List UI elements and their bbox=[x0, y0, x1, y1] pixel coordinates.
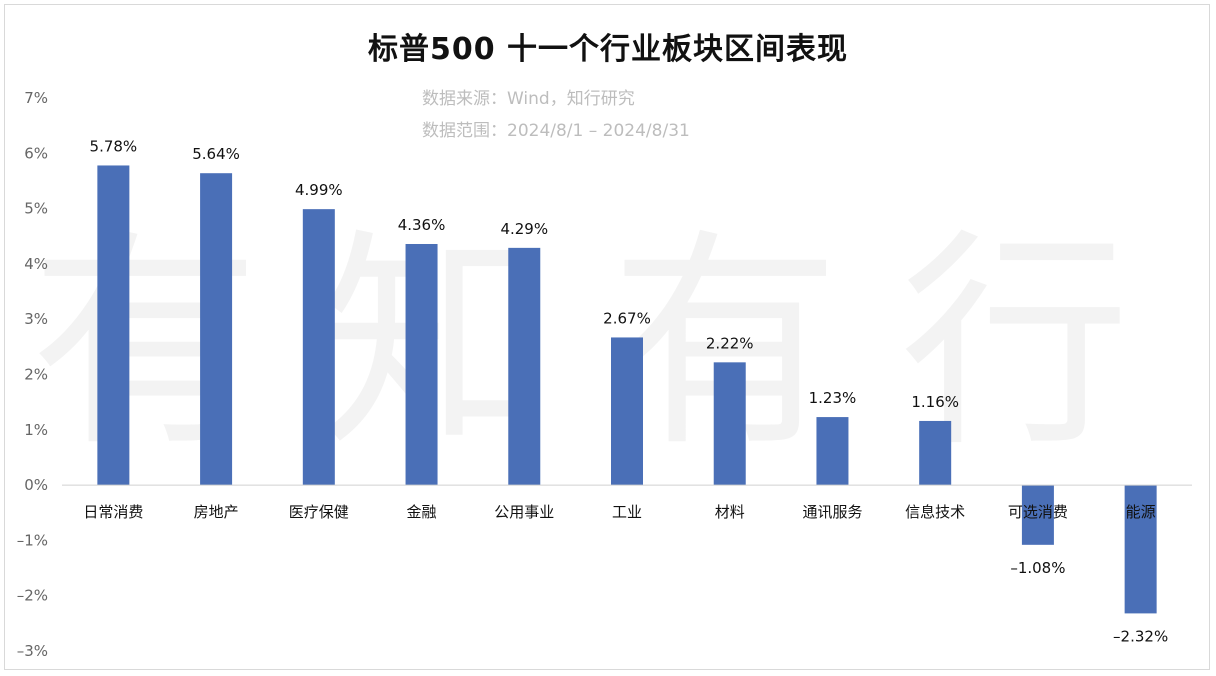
bar-2 bbox=[200, 173, 233, 486]
bar-11 bbox=[1124, 485, 1157, 614]
category-label: 可选消费 bbox=[1008, 503, 1068, 521]
y-tick-label: 4% bbox=[24, 255, 48, 273]
category-labels: 日常消费 房地产 医疗保健 金融 公用事业 工业 材料 通讯服务 信息技术 可选消费 能源 bbox=[83, 503, 1155, 521]
chart-title: 标普500 十一个行业板块区间表现 bbox=[367, 32, 849, 67]
data-label: 4.36% bbox=[398, 216, 446, 234]
data-label: 2.22% bbox=[706, 334, 754, 352]
y-tick-label: –3% bbox=[17, 642, 48, 660]
data-label: 4.99% bbox=[295, 181, 343, 199]
data-label: 5.78% bbox=[90, 137, 138, 155]
y-tick-label: 5% bbox=[24, 200, 48, 218]
bar-7 bbox=[713, 362, 746, 486]
y-tick-label: 2% bbox=[24, 366, 48, 384]
bars bbox=[97, 165, 1157, 614]
data-label: –2.32% bbox=[1113, 627, 1168, 645]
data-label: 4.29% bbox=[500, 220, 548, 238]
range-note: 数据范围：2024/8/1 – 2024/8/31 bbox=[422, 121, 690, 141]
category-label: 医疗保健 bbox=[289, 503, 349, 521]
data-label: 1.23% bbox=[809, 389, 857, 407]
bar-10 bbox=[1021, 485, 1054, 545]
bar-3 bbox=[302, 209, 335, 486]
data-label: –1.08% bbox=[1010, 559, 1065, 577]
y-tick-label: 1% bbox=[24, 421, 48, 439]
y-tick-label: 7% bbox=[24, 89, 48, 107]
y-tick-label: 6% bbox=[24, 144, 48, 162]
data-label: 2.67% bbox=[603, 309, 651, 327]
bar-4 bbox=[405, 243, 438, 486]
category-label: 金融 bbox=[407, 503, 437, 521]
data-labels: 5.78% 5.64% 4.99% 4.36% 4.29% 2.67% 2.22% 1.23%… bbox=[90, 137, 1169, 645]
y-axis: 7% 6% 5% 4% 3% 2% 1% 0% –1% –2% –3% bbox=[17, 89, 48, 660]
y-tick-label: 0% bbox=[24, 476, 48, 494]
category-label: 材料 bbox=[715, 503, 745, 521]
y-tick-label: –1% bbox=[17, 531, 48, 549]
bar-6 bbox=[611, 337, 643, 486]
category-label: 工业 bbox=[612, 503, 642, 521]
data-label: 5.64% bbox=[192, 145, 240, 163]
category-label: 日常消费 bbox=[83, 503, 143, 521]
category-label: 通讯服务 bbox=[802, 503, 862, 521]
category-label: 信息技术 bbox=[905, 503, 965, 521]
bar-8 bbox=[816, 417, 849, 486]
bar-1 bbox=[97, 165, 130, 486]
y-tick-label: –2% bbox=[17, 587, 48, 605]
category-label: 房地产 bbox=[194, 503, 239, 521]
source-note: 数据来源：Wind，知行研究 bbox=[422, 89, 635, 109]
category-label: 能源 bbox=[1126, 503, 1156, 521]
y-tick-label: 3% bbox=[24, 310, 48, 328]
data-label: 1.16% bbox=[911, 393, 959, 411]
category-label: 公用事业 bbox=[494, 503, 554, 521]
bar-5 bbox=[508, 247, 541, 486]
bar-9 bbox=[919, 420, 952, 486]
